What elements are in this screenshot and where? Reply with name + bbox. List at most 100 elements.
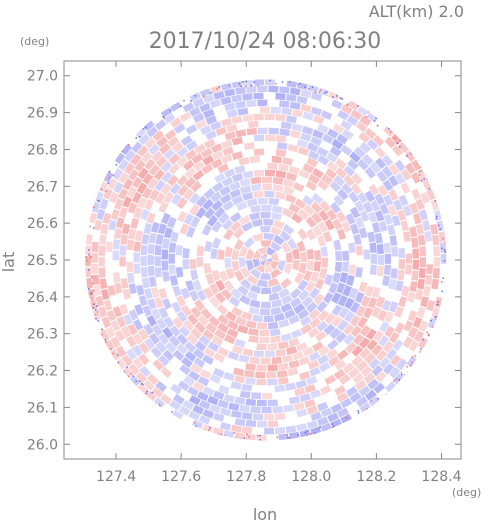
radar-edge-speckle — [248, 436, 250, 438]
radar-cell — [140, 208, 150, 221]
radar-edge-speckle — [437, 301, 439, 303]
radar-cell — [260, 357, 271, 365]
radar-cell — [161, 260, 169, 271]
radar-cell — [350, 301, 361, 314]
radar-cell — [388, 175, 399, 187]
radar-cell — [188, 410, 201, 421]
radar-cell — [324, 274, 334, 286]
radar-cell — [123, 313, 133, 326]
radar-cell — [355, 305, 367, 318]
radar-cell — [390, 268, 398, 279]
radar-edge-speckle — [275, 82, 277, 85]
radar-edge-speckle — [257, 85, 259, 87]
radar-cell — [206, 214, 218, 227]
radar-cell — [271, 212, 283, 221]
radar-cell — [234, 418, 246, 427]
radar-edge-speckle — [428, 333, 430, 336]
radar-cell — [118, 206, 128, 218]
radar-cell — [135, 284, 145, 296]
radar-cell — [351, 172, 363, 185]
radar-cell — [411, 270, 419, 281]
radar-cell — [215, 126, 227, 136]
radar-cell — [185, 280, 195, 292]
radar-cell — [260, 301, 272, 309]
radar-cell — [318, 345, 330, 357]
radar-cell — [330, 201, 341, 214]
radar-cell — [128, 309, 139, 321]
radar-cell — [120, 326, 132, 338]
radar-cell — [186, 226, 196, 238]
radar-cell — [285, 193, 297, 204]
radar-cell — [147, 373, 159, 385]
radar-edge-speckle — [341, 98, 343, 100]
radar-cell — [168, 163, 180, 175]
radar-cell — [222, 146, 234, 156]
radar-cell — [128, 168, 139, 181]
radar-edge-speckle — [317, 428, 319, 430]
radar-cell — [231, 195, 244, 206]
radar-cell — [235, 86, 246, 95]
radar-cell — [280, 121, 292, 130]
radar-cell — [204, 240, 213, 252]
radar-cell — [213, 90, 225, 100]
radar-cell — [183, 375, 195, 387]
radar-cell — [220, 407, 232, 417]
radar-cell — [326, 160, 339, 172]
y-tick-label: 27.0 — [27, 69, 58, 85]
radar-edge-speckle — [289, 81, 291, 83]
radar-cell — [369, 161, 381, 174]
radar-cell — [342, 250, 350, 261]
radar-cell — [151, 308, 162, 320]
radar-cell — [422, 285, 431, 297]
radar-cell — [350, 206, 361, 219]
radar-cell — [286, 346, 298, 355]
radar-edge-speckle — [443, 291, 446, 293]
radar-cell — [182, 102, 195, 113]
radar-cell — [315, 330, 327, 342]
radar-cell — [229, 211, 242, 223]
radar-cell — [128, 228, 137, 240]
radar-cell — [211, 158, 223, 169]
y-tick-label: 26.7 — [27, 179, 58, 195]
radar-cell — [374, 232, 383, 244]
radar-cell — [394, 322, 405, 334]
radar-cell — [411, 159, 422, 171]
radar-cell — [246, 198, 258, 207]
radar-cell — [96, 208, 106, 220]
radar-cell — [401, 285, 410, 297]
radar-cell — [218, 385, 230, 395]
radar-cell — [267, 399, 278, 407]
radar-cell — [234, 316, 247, 327]
radar-cell — [256, 434, 267, 441]
radar-cell — [266, 246, 276, 256]
radar-cell — [213, 412, 225, 422]
radar-edge-speckle — [442, 238, 444, 240]
radar-cell — [310, 106, 323, 116]
radar-cell — [282, 223, 295, 235]
radar-cell — [279, 100, 290, 108]
radar-edge-speckle — [146, 390, 148, 393]
radar-cell — [389, 235, 398, 246]
radar-edge-speckle — [314, 91, 317, 94]
radar-cell — [300, 89, 312, 98]
radar-cell — [360, 365, 373, 377]
radar-cell — [408, 340, 420, 352]
radar-cell — [137, 167, 149, 180]
radar-cell — [131, 191, 142, 204]
radar-cell — [389, 331, 400, 344]
y-unit-label: (deg) — [20, 35, 49, 48]
radar-cell — [212, 150, 224, 161]
radar-cell — [391, 144, 404, 157]
radar-cell — [217, 249, 225, 260]
radar-cell — [171, 301, 182, 314]
radar-cell — [85, 245, 92, 256]
radar-cell — [257, 246, 267, 255]
radar-cell — [326, 348, 339, 360]
radar-cell — [124, 150, 136, 162]
radar-cell — [238, 294, 251, 306]
radar-cell — [239, 185, 251, 195]
radar-cell — [98, 306, 108, 318]
radar-cell — [148, 276, 157, 288]
radar-edge-speckle — [183, 99, 185, 102]
radar-cell — [259, 308, 271, 316]
